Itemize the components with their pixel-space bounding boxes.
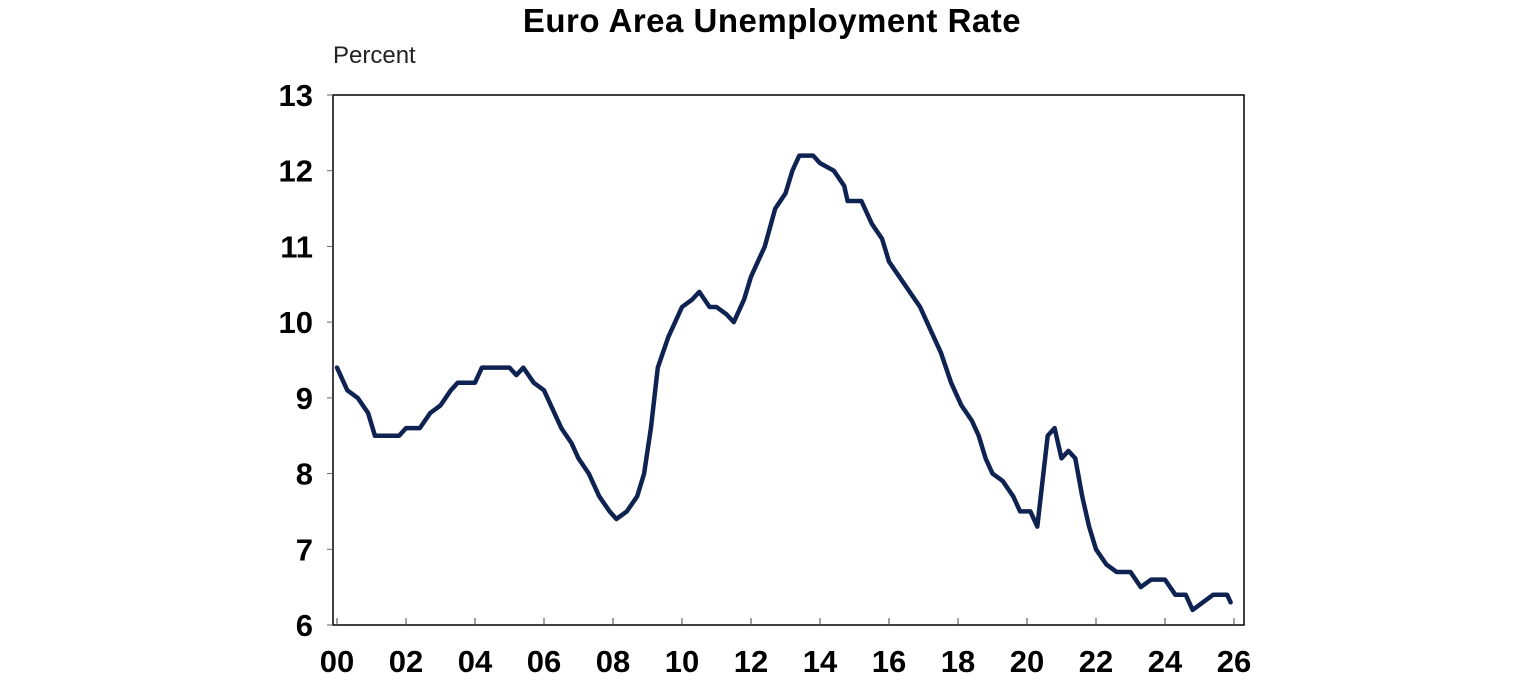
x-tick-label: 16 (872, 644, 906, 679)
y-tick-label: 9 (296, 381, 313, 416)
x-tick-label: 22 (1079, 644, 1113, 679)
y-tick-label: 10 (279, 305, 313, 340)
x-tick-label: 18 (941, 644, 975, 679)
y-tick-label: 8 (296, 457, 313, 492)
x-tick-label: 10 (665, 644, 699, 679)
x-tick-label: 06 (527, 644, 561, 679)
y-tick-label: 13 (279, 78, 313, 113)
unemployment-rate-line (334, 153, 1233, 613)
x-tick-label: 24 (1148, 644, 1183, 679)
y-tick-label: 12 (279, 154, 313, 189)
plot-frame (332, 94, 1245, 626)
y-tick-label: 6 (296, 608, 313, 643)
x-tick-label: 02 (389, 644, 423, 679)
x-tick-label: 00 (320, 644, 354, 679)
x-tick-label: 12 (734, 644, 768, 679)
x-tick-label: 04 (458, 644, 493, 679)
chart-title: Euro Area Unemployment Rate (522, 2, 1022, 39)
x-tick-label: 20 (1010, 644, 1044, 679)
y-axis: 6 7 8 9 10 11 12 13 (279, 78, 333, 643)
y-tick-label: 11 (280, 229, 313, 264)
x-axis: 00 02 04 06 08 10 12 14 16 18 20 22 24 26 (320, 618, 1251, 679)
y-axis-unit-label: Percent (333, 42, 416, 69)
x-tick-label: 26 (1217, 644, 1251, 679)
x-tick-label: 08 (596, 644, 630, 679)
x-tick-label: 14 (803, 644, 838, 679)
y-tick-label: 7 (296, 532, 313, 567)
